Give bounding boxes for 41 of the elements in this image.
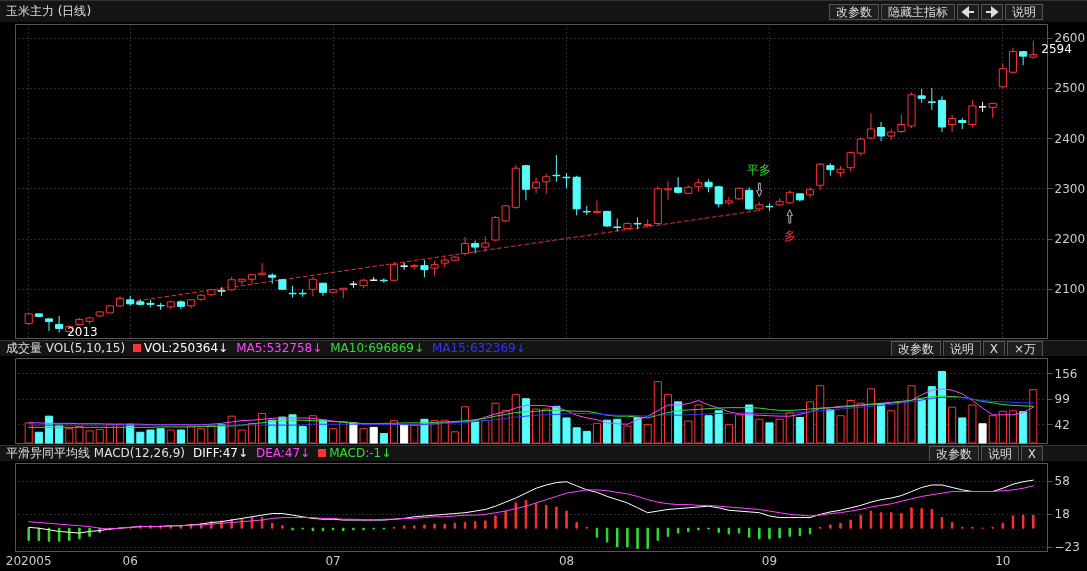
text: 改参数 [928,445,979,462]
text: X [1020,445,1043,462]
y-tick-label: 58 [1054,474,1070,489]
text: MA15:632369↓ [432,341,526,355]
text: 改参数 [829,3,879,20]
text: 说明 [942,340,981,357]
x-tick-label: 06 [122,553,138,568]
y-tick-label: 2300 [1054,181,1086,196]
y-tick-label: 18 [1054,507,1070,522]
text: MA10:696869↓ [330,341,425,355]
x-tick-label: 10 [995,553,1011,568]
chart-title: 玉米主力 (日线) [6,4,92,18]
text: 说明 [980,445,1019,462]
y-tick-label: 2400 [1054,131,1086,146]
chart-title: 成交量 VOL(5,10,15) [6,341,126,355]
chart-title: 平滑异同平均线 MACD(12,26,9) [6,446,185,460]
annotation: 多 [783,229,796,244]
x-tick-label: 07 [325,553,341,568]
annotation: 2013 [67,325,98,340]
legend-label: VOL:250364↓ [144,341,229,355]
text: 说明 [1005,3,1043,20]
text: MA5:532758↓ [236,341,323,355]
text: 隐藏主指标 [881,3,955,20]
x-tick-label: 08 [558,553,575,568]
y-tick-label: 2500 [1054,81,1086,96]
text: DIFF:47↓ [192,446,248,460]
y-tick-label: 2200 [1054,232,1086,247]
y-tick-label: 2100 [1054,282,1086,297]
y-tick-label: 42 [1054,417,1070,432]
text: DEA:47↓ [255,446,311,460]
text: 改参数 [890,340,941,357]
legend-label: MACD:-1↓ [329,446,392,460]
x-tick-label: 09 [761,553,778,568]
text: ×万 [1006,340,1043,357]
annotation: 平多 [747,162,772,177]
annotation: 2594 [1041,41,1072,56]
y-tick-label: −23 [1054,540,1080,555]
text: X [982,340,1005,357]
x-tick-label: 202005 [5,553,52,568]
y-tick-label: 156 [1054,366,1078,381]
y-tick-label: 99 [1054,392,1070,407]
